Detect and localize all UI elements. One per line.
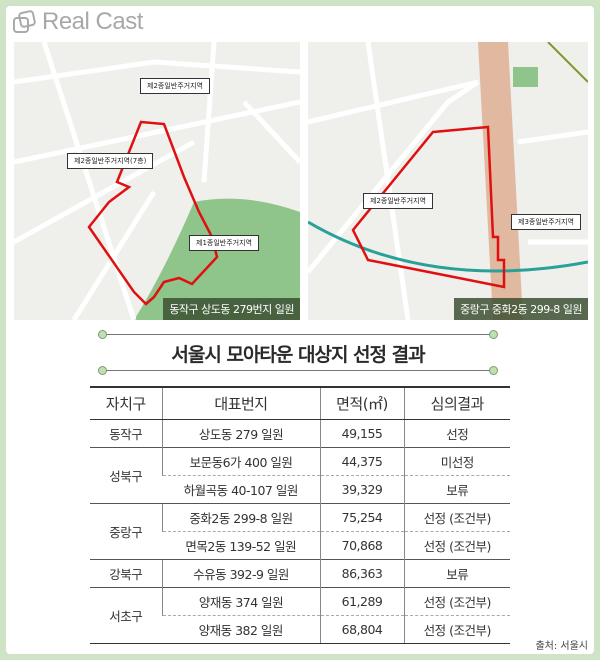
cell-addr: 양재동 374 일원 <box>161 586 320 615</box>
cell-gu: 서초구 <box>90 586 162 644</box>
cell-addr: 수유동 392-9 일원 <box>161 558 320 587</box>
zone-label: 제3종일반주거지역 <box>511 214 581 230</box>
cell-addr: 상도동 279 일원 <box>161 418 320 447</box>
col-header: 면적(㎡) <box>319 386 404 420</box>
cell-area: 49,155 <box>319 418 404 447</box>
cell-result: 미선정 <box>403 446 510 475</box>
map-graphic <box>14 42 300 320</box>
cell-addr: 양재동 382 일원 <box>162 614 320 644</box>
table-row: 양재동 382 일원 68,804 선정 (조건부) <box>90 614 510 644</box>
zone-label: 제2종일반주거지역 <box>363 193 433 209</box>
boundary <box>87 120 219 306</box>
map-graphic <box>308 42 588 320</box>
cell-addr: 보문동6가 400 일원 <box>161 446 320 475</box>
cell-result: 선정 (조건부) <box>403 530 510 559</box>
page-title: 서울시 모아타운 대상지 선정 결과 <box>171 344 425 366</box>
logo-text: Real Cast <box>42 8 143 35</box>
zone-label: 제2종일반주거지역 <box>140 78 210 94</box>
cell-gu: 중랑구 <box>90 502 162 559</box>
cell-gu: 강북구 <box>90 558 162 587</box>
col-header: 심의결과 <box>403 386 510 420</box>
cell-area: 44,375 <box>319 446 404 475</box>
cell-addr: 하월곡동 40-107 일원 <box>162 474 320 503</box>
cell-result: 보류 <box>403 558 510 587</box>
table-row: 면목2동 139-52 일원 70,868 선정 (조건부) <box>90 530 510 559</box>
map-caption: 중랑구 중화2동 299-8 일원 <box>454 298 588 320</box>
cell-result: 보류 <box>403 474 510 503</box>
table-row: 서초구 양재동 374 일원 61,289 선정 (조건부) <box>90 586 510 644</box>
cell-area: 70,868 <box>319 530 404 559</box>
cell-addr: 중화2동 299-8 일원 <box>161 502 320 531</box>
cell-gu: 성북구 <box>90 446 162 503</box>
boundary <box>351 125 506 289</box>
table-row: 성북구 보문동6가 400 일원 44,375 미선정 <box>90 446 510 503</box>
logo-icon <box>13 10 36 33</box>
cell-area: 39,329 <box>319 474 404 503</box>
logo: Real Cast <box>12 8 143 36</box>
cell-gu: 동작구 <box>90 418 162 447</box>
cell-addr: 면목2동 139-52 일원 <box>162 530 320 559</box>
map-caption: 동작구 상도동 279번지 일원 <box>163 298 300 320</box>
cell-result: 선정 (조건부) <box>403 502 510 531</box>
cell-result: 선정 (조건부) <box>403 614 510 644</box>
col-header: 자치구 <box>90 386 162 420</box>
results-table: 자치구 대표번지 면적(㎡) 심의결과 동작구 상도동 279 일원 49,155 선… <box>90 386 510 644</box>
cell-area: 75,254 <box>319 502 404 531</box>
table-row: 중랑구 중화2동 299-8 일원 75,254 선정 (조건부) <box>90 502 510 559</box>
cell-result: 선정 (조건부) <box>403 586 510 615</box>
table-row: 하월곡동 40-107 일원 39,329 보류 <box>90 474 510 503</box>
zone-label: 제2종일반주거지역(7층) <box>67 153 154 169</box>
map-sangdo: 제2종일반주거지역 제2종일반주거지역(7층) 제1종일반주거지역 동작구 상도… <box>14 42 300 320</box>
cell-area: 86,363 <box>319 558 404 587</box>
cell-area: 68,804 <box>319 614 404 644</box>
map-junghwa: 제2종일반주거지역 제3종일반주거지역 중랑구 중화2동 299-8 일원 <box>308 42 588 320</box>
zone-label: 제1종일반주거지역 <box>189 235 259 251</box>
source-note: 출처: 서울시 <box>535 641 588 652</box>
table-row: 강북구 수유동 392-9 일원 86,363 보류 <box>90 558 510 587</box>
col-header: 대표번지 <box>161 386 320 420</box>
cell-result: 선정 <box>403 418 510 447</box>
table-row: 동작구 상도동 279 일원 49,155 선정 <box>90 418 510 447</box>
title-banner: 서울시 모아타운 대상지 선정 결과 <box>96 328 500 376</box>
cell-area: 61,289 <box>319 586 404 615</box>
